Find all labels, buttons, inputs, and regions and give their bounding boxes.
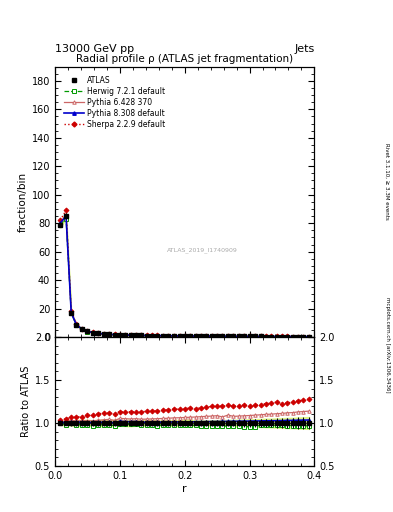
Text: ATLAS_2019_I1740909: ATLAS_2019_I1740909 bbox=[167, 248, 238, 253]
Title: Radial profile ρ (ATLAS jet fragmentation): Radial profile ρ (ATLAS jet fragmentatio… bbox=[76, 54, 293, 65]
Y-axis label: Ratio to ATLAS: Ratio to ATLAS bbox=[20, 366, 31, 437]
Text: Rivet 3.1.10, ≥ 3.3M events: Rivet 3.1.10, ≥ 3.3M events bbox=[385, 143, 389, 220]
Legend: ATLAS, Herwig 7.2.1 default, Pythia 6.428 370, Pythia 8.308 default, Sherpa 2.2.: ATLAS, Herwig 7.2.1 default, Pythia 6.42… bbox=[61, 73, 169, 132]
Text: Jets: Jets bbox=[294, 44, 314, 54]
Text: 13000 GeV pp: 13000 GeV pp bbox=[55, 44, 134, 54]
Y-axis label: fraction/bin: fraction/bin bbox=[18, 172, 28, 232]
Text: mcplots.cern.ch [arXiv:1306.3436]: mcplots.cern.ch [arXiv:1306.3436] bbox=[385, 297, 389, 393]
X-axis label: r: r bbox=[182, 483, 187, 494]
